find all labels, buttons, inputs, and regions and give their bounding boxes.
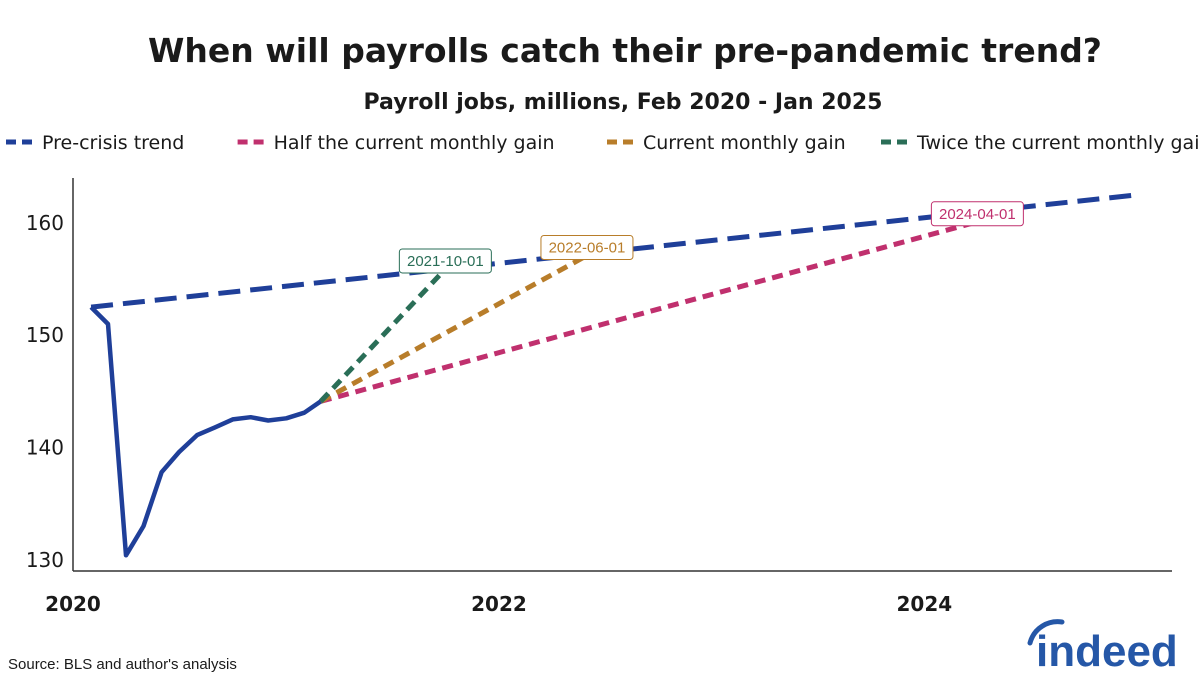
y-tick-label: 130 bbox=[26, 548, 64, 572]
annotation-label: 2022-06-01 bbox=[540, 234, 634, 260]
axes bbox=[72, 178, 1172, 572]
x-tick-label: 2024 bbox=[897, 592, 953, 616]
y-tick-label: 160 bbox=[26, 211, 64, 235]
legend-label: Twice the current monthly gain bbox=[916, 132, 1200, 154]
series-line-twice-the-current-monthly-gain bbox=[318, 267, 448, 404]
annotation-text: 2024-04-01 bbox=[939, 206, 1016, 223]
annotation-box bbox=[540, 234, 634, 260]
chart-subtitle: Payroll jobs, millions, Feb 2020 - Jan 2… bbox=[364, 90, 883, 115]
logo-arc-icon bbox=[1027, 619, 1065, 646]
legend-item: Current monthly gain bbox=[607, 132, 846, 154]
indeed-logo: indeed bbox=[1027, 619, 1178, 676]
legend-label: Current monthly gain bbox=[643, 132, 846, 154]
annotations: 2021-10-01 2022-06-01 2024-04-01 bbox=[398, 201, 1024, 274]
annotation-text: 2021-10-01 bbox=[407, 253, 484, 270]
logo-wordmark: indeed bbox=[1036, 627, 1178, 676]
annotation-box bbox=[398, 248, 492, 274]
legend: Pre-crisis trend Half the current monthly… bbox=[6, 132, 1200, 154]
x-tick-labels: 2020 2022 2024 bbox=[45, 592, 952, 616]
legend-item: Pre-crisis trend bbox=[6, 132, 184, 154]
annotation-text: 2022-06-01 bbox=[549, 239, 626, 256]
legend-item: Twice the current monthly gain bbox=[881, 132, 1200, 154]
y-tick-labels: 130 140 150 160 bbox=[26, 211, 64, 572]
legend-label: Half the current monthly gain bbox=[274, 132, 555, 154]
legend-label: Pre-crisis trend bbox=[42, 132, 184, 154]
annotation-label: 2021-10-01 bbox=[398, 248, 492, 274]
annotation-label: 2024-04-01 bbox=[930, 201, 1024, 227]
source-note: Source: BLS and author's analysis bbox=[8, 656, 237, 673]
x-tick-label: 2020 bbox=[45, 592, 101, 616]
series-line-actual-payrolls bbox=[89, 305, 322, 558]
y-tick-label: 140 bbox=[26, 435, 64, 459]
y-tick-label: 150 bbox=[26, 323, 64, 347]
legend-item: Half the current monthly gain bbox=[237, 132, 555, 154]
series-line-current-monthly-gain bbox=[319, 253, 589, 404]
chart-title: When will payrolls catch their pre-pande… bbox=[148, 31, 1102, 70]
annotation-box bbox=[930, 201, 1024, 227]
series-line-half-the-current-monthly-gain bbox=[320, 219, 979, 404]
x-tick-label: 2022 bbox=[471, 592, 527, 616]
